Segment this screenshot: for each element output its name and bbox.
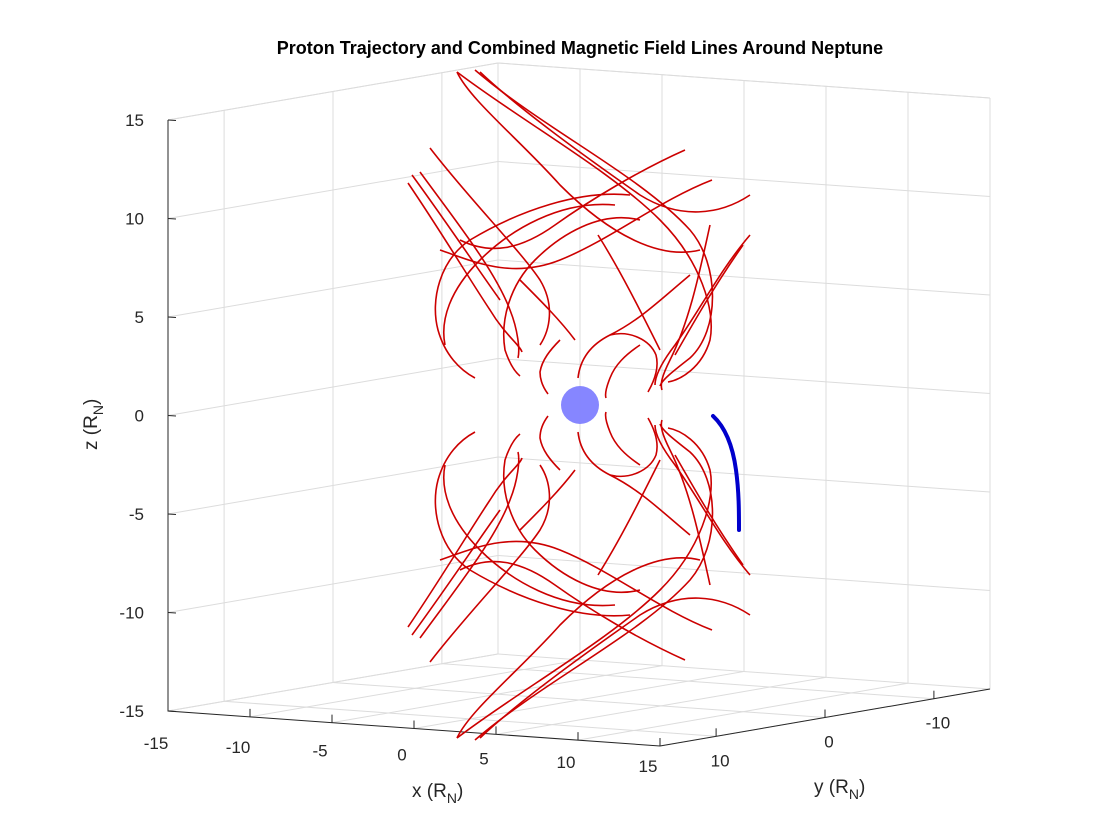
y-tick-label: 0 bbox=[824, 733, 833, 752]
field-line bbox=[456, 71, 701, 253]
z-tick-label: 10 bbox=[125, 210, 144, 229]
field-line bbox=[479, 71, 751, 213]
grid-line bbox=[223, 110, 717, 737]
field-line bbox=[604, 411, 641, 466]
grid-line bbox=[167, 62, 991, 121]
field-line bbox=[459, 149, 686, 250]
field-line bbox=[429, 147, 551, 346]
z-tick-mark bbox=[167, 218, 177, 220]
x-tick-label: -5 bbox=[312, 742, 327, 761]
x-tick-label: 10 bbox=[557, 753, 576, 772]
field-line bbox=[407, 182, 523, 353]
z-tick-mark bbox=[167, 513, 177, 515]
field-line bbox=[539, 339, 561, 395]
field-line bbox=[474, 69, 714, 387]
x-tick-label: 5 bbox=[479, 749, 488, 768]
field-line bbox=[577, 274, 691, 379]
grid-line bbox=[659, 98, 991, 747]
z-tick-mark bbox=[167, 119, 177, 121]
field-line bbox=[443, 464, 616, 607]
grid-line bbox=[167, 63, 499, 712]
field-line bbox=[674, 244, 744, 356]
field-line bbox=[434, 193, 631, 379]
z-tick-label: 0 bbox=[135, 407, 144, 426]
field-line bbox=[459, 560, 686, 661]
grid-line bbox=[495, 86, 827, 735]
y-tick-labels: 10 0 -10 bbox=[711, 714, 951, 771]
field-line bbox=[519, 279, 576, 341]
field-line bbox=[597, 459, 661, 576]
grid-line bbox=[331, 74, 663, 724]
field-line bbox=[456, 557, 701, 739]
field-line bbox=[434, 431, 631, 617]
x-tick-label: 0 bbox=[397, 746, 406, 765]
x-axis-label: x (RN) bbox=[412, 781, 463, 806]
z-tick-mark bbox=[167, 710, 177, 712]
field-line bbox=[429, 464, 551, 663]
grid-line bbox=[249, 68, 581, 718]
z-tick-mark bbox=[167, 316, 177, 318]
field-line bbox=[439, 540, 713, 631]
field-line bbox=[456, 427, 712, 739]
y-tick-label: -10 bbox=[926, 714, 951, 733]
z-tick-label: -10 bbox=[119, 604, 144, 623]
field-line bbox=[502, 216, 641, 377]
field-line bbox=[597, 234, 661, 351]
field-line bbox=[456, 71, 712, 383]
z-tick-label: 15 bbox=[125, 111, 144, 130]
x-tick-label: -15 bbox=[144, 734, 169, 753]
z-tick-label: -15 bbox=[119, 702, 144, 721]
z-tick-mark bbox=[167, 415, 177, 417]
field-line bbox=[419, 451, 520, 639]
field-line bbox=[660, 419, 711, 586]
field-line bbox=[674, 454, 744, 566]
field-line bbox=[604, 344, 641, 399]
z-tick-label: -5 bbox=[129, 505, 144, 524]
field-line bbox=[577, 431, 691, 536]
field-line bbox=[609, 333, 658, 393]
x-tick-label: 15 bbox=[639, 757, 658, 776]
field-line bbox=[474, 423, 714, 741]
field-line bbox=[519, 469, 576, 531]
field-line bbox=[411, 509, 501, 636]
proton-trajectory bbox=[711, 414, 741, 532]
field-line bbox=[419, 171, 520, 359]
z-tick-mark bbox=[167, 612, 177, 614]
field-line bbox=[411, 174, 501, 301]
field-line bbox=[443, 203, 616, 346]
y-tick-label: 10 bbox=[711, 751, 730, 770]
field-line bbox=[609, 417, 658, 477]
field-line bbox=[407, 457, 523, 628]
x-tick-label: -10 bbox=[226, 738, 251, 757]
grid-line bbox=[413, 80, 745, 729]
axis-lines bbox=[167, 119, 991, 747]
axes-box bbox=[167, 62, 991, 747]
field-line bbox=[502, 433, 641, 594]
y-axis-label: y (RN) bbox=[814, 777, 865, 802]
grid-line bbox=[577, 92, 909, 741]
z-tick-labels: 15 10 5 0 -5 -10 -15 bbox=[119, 111, 144, 721]
z-tick-label: 5 bbox=[135, 308, 144, 327]
axis-line bbox=[167, 120, 991, 747]
field-line bbox=[660, 224, 711, 391]
grid-line bbox=[441, 72, 934, 700]
magnetic-field-lines bbox=[407, 69, 751, 741]
chart-title: Proton Trajectory and Combined Magnetic … bbox=[277, 38, 883, 58]
field-line bbox=[539, 415, 561, 471]
z-axis-label: z (RN) bbox=[81, 399, 106, 450]
x-tick-labels: -15 -10 -5 0 5 10 15 bbox=[144, 734, 658, 776]
grid-line bbox=[332, 91, 826, 718]
field-line bbox=[439, 179, 713, 270]
field-line bbox=[479, 597, 751, 739]
neptune-sphere bbox=[561, 386, 599, 424]
